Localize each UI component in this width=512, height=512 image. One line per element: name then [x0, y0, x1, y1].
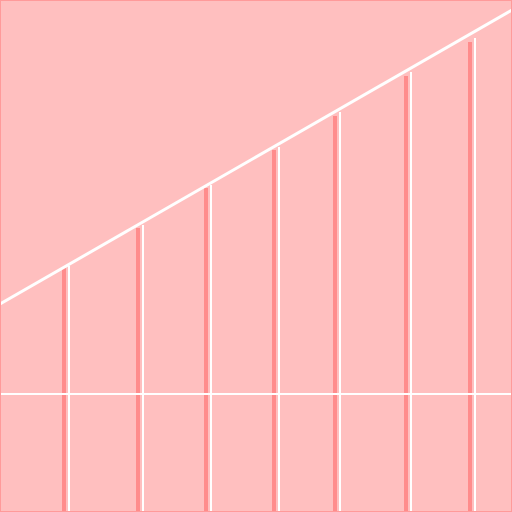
- vertical-stripes: [62, 38, 476, 512]
- diagonal-line: [0, 8, 512, 306]
